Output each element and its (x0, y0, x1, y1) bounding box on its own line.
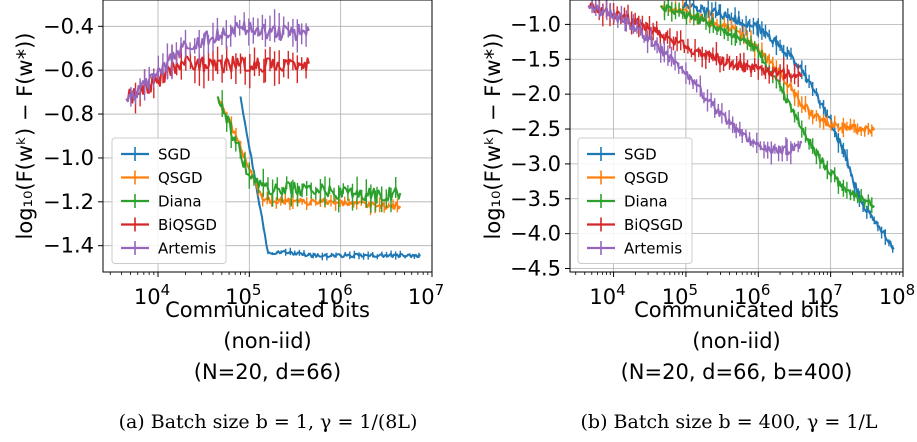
panel-a-y-axis-label: log₁₀(F(wᵏ) − F(w*)) (13, 33, 37, 240)
panel-b-legend-label: BiQSGD (624, 216, 683, 234)
panel-a-error-bars-sgd (244, 121, 420, 261)
panel-b-legend-label: Artemis (624, 240, 682, 258)
panel-b-chart: 104 105 106 107 108 −1.0 −1.5 −2.0 −2.5 −3.0 −3.5 −… (481, 0, 915, 433)
panel-b-x-axis-params: (N=20, d=66, b=400) (621, 360, 853, 384)
panel-b-y-tick-label: −2.0 (510, 82, 561, 106)
panel-b-error-bars-biqsgd (591, 0, 799, 88)
panel-a-y-tick-label: −0.4 (43, 14, 94, 38)
panel-a-x-tick-label: 104 (134, 281, 170, 309)
panel-a-legend: SGD QSGD Diana BiQSGD Artemis (111, 137, 227, 264)
panel-a-legend-label: QSGD (158, 169, 203, 187)
panel-a-series-line-diana (216, 96, 402, 202)
panel-b-legend-box (577, 137, 693, 264)
panel-a-frame (102, 0, 433, 273)
panel-a-legend-label: SGD (158, 146, 191, 164)
panel-a-y-tick-label: −1.2 (43, 190, 94, 214)
panel-b-y-tick-label: −4.5 (510, 257, 561, 281)
panel-a-chart: 104 105 106 107 −0.4 −0.6 −0.8 −1.0 −1.2 −1.4 log… (13, 0, 444, 433)
panel-b-caption: (b) Batch size b = 400, γ = 1/L (581, 411, 878, 433)
panel-b-series (587, 0, 895, 253)
panel-a-y-tick-label: −0.6 (43, 58, 94, 82)
panel-b-legend-label: Diana (624, 193, 668, 211)
panel-a-legend-label: Artemis (158, 240, 216, 258)
panel-b-x-axis-label: Communicated bits (634, 298, 839, 322)
panel-b-x-tick-label: 108 (879, 281, 915, 309)
panel-a-series (125, 9, 421, 261)
panel-b-legend: SGD QSGD Diana BiQSGD Artemis (577, 137, 693, 264)
panel-a-x-axis-params: (N=20, d=66) (194, 360, 341, 384)
panel-b-ticks: 104 105 106 107 108 −1.0 −1.5 −2.0 −2.5 −3.0 −3.5 −… (510, 12, 915, 309)
panel-b-x-tick-label: 105 (662, 281, 698, 309)
panel-b-legend-label: SGD (624, 146, 657, 164)
panel-a-legend-label: Diana (158, 193, 202, 211)
panel-a-caption: (a) Batch size b = 1, γ = 1/(8L) (119, 411, 418, 433)
panel-a-x-tick-label: 107 (408, 281, 444, 309)
panel-b-y-tick-label: −2.5 (510, 117, 561, 141)
panel-a-y-tick-label: −1.4 (43, 234, 94, 258)
panel-b-error-bars-artemis (591, 0, 799, 165)
panel-b-y-tick-label: −3.5 (510, 187, 561, 211)
panel-a-error-bars-artemis (130, 9, 307, 107)
panel-b-y-tick-label: −4.0 (510, 222, 561, 246)
panel-b-error-bars-sgd (685, 0, 894, 253)
panel-b-legend-label: QSGD (624, 169, 669, 187)
panel-b-x-tick-label: 104 (589, 281, 625, 309)
panel-b-series-line-qsgd (659, 5, 876, 134)
panel-a-x-axis-sublabel: (non-iid) (223, 329, 311, 353)
panel-b-error-bars-diana (663, 0, 873, 214)
panel-b-x-tick-label: 106 (734, 281, 770, 309)
panel-a-x-axis-label: Communicated bits (165, 298, 370, 322)
panel-a-legend-box (111, 137, 227, 264)
panel-b-y-tick-label: −1.5 (510, 47, 561, 71)
panel-a-error-bars-diana (221, 90, 397, 213)
panel-b-series-line-sgd (681, 1, 895, 250)
panel-b-y-tick-label: −1.0 (510, 12, 561, 36)
panel-a-y-tick-label: −0.8 (43, 102, 94, 126)
panel-a-x-tick-label: 105 (225, 281, 261, 309)
panel-a-series-line-sgd (239, 96, 421, 259)
panel-b-y-tick-label: −3.0 (510, 152, 561, 176)
panel-a-x-tick-label: 106 (317, 281, 353, 309)
panel-a-legend-label: BiQSGD (158, 216, 217, 234)
panel-b-y-axis-label: log₁₀(F(wᵏ) − F(w*)) (481, 33, 505, 240)
panel-b-x-tick-label: 107 (807, 281, 843, 309)
panel-a-ticks: 104 105 106 107 −0.4 −0.6 −0.8 −1.0 −1.2 −1.4 (43, 14, 444, 309)
panel-b-x-axis-sublabel: (non-iid) (692, 329, 780, 353)
panel-a-y-tick-label: −1.0 (43, 146, 94, 170)
